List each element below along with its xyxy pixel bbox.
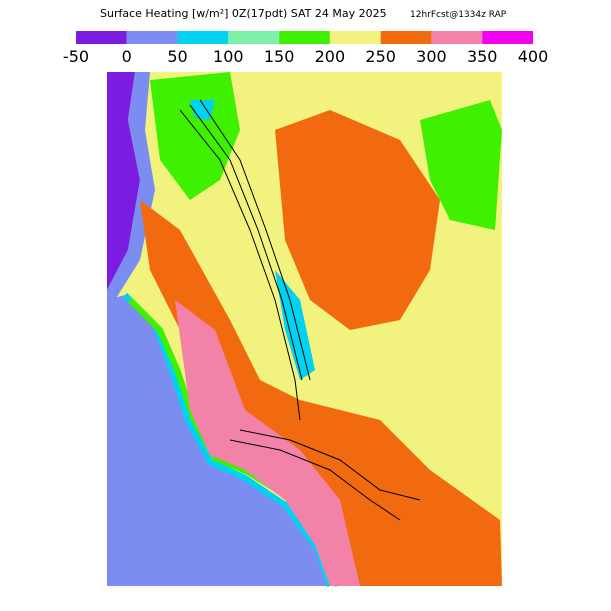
colorbar-label: -50 xyxy=(63,47,89,66)
title: Surface Heating [w/m²] 0Z(17pdt) SAT 24 … xyxy=(100,7,387,20)
colorbar-label: 150 xyxy=(264,47,295,66)
colorbar-swatch xyxy=(228,31,280,44)
colorbar-label: 0 xyxy=(122,47,132,66)
colorbar-label: 400 xyxy=(518,47,549,66)
ocean xyxy=(107,295,330,586)
green-patch xyxy=(150,72,240,200)
cyan-patch xyxy=(190,100,215,120)
contour xyxy=(239,429,421,501)
colorbar-label: 50 xyxy=(167,47,187,66)
colorbar-swatch xyxy=(126,31,178,44)
map xyxy=(107,72,502,587)
pink-patch xyxy=(175,300,360,586)
contour xyxy=(229,439,401,521)
cyan-patch xyxy=(275,270,315,380)
colorbar-label: 200 xyxy=(315,47,346,66)
colorbar-label: 250 xyxy=(365,47,396,66)
green-patch xyxy=(420,100,502,230)
colorbar-swatch xyxy=(76,31,127,44)
orange-patch xyxy=(275,110,440,330)
forecast-label: 12hrFcst@1334z RAP xyxy=(410,10,507,20)
colorbar-swatch xyxy=(482,31,533,44)
colorbar-swatch xyxy=(329,31,381,44)
contour xyxy=(189,104,303,381)
colorbar-label: 300 xyxy=(416,47,447,66)
purple-area xyxy=(107,72,140,290)
orange-patch xyxy=(140,200,502,586)
colorbar-swatch xyxy=(380,31,432,44)
coast-strip xyxy=(122,292,333,587)
colorbar-swatch xyxy=(177,31,229,44)
contour xyxy=(199,99,311,381)
colorbar-label: 350 xyxy=(467,47,498,66)
colorbar-swatch xyxy=(431,31,483,44)
contour xyxy=(179,109,301,421)
colorbar-swatch xyxy=(279,31,330,44)
colorbar: -50 0 50 100 150 200 250 300 350 400 xyxy=(63,31,548,66)
coastal-water xyxy=(107,72,155,300)
colorbar-label: 100 xyxy=(213,47,244,66)
